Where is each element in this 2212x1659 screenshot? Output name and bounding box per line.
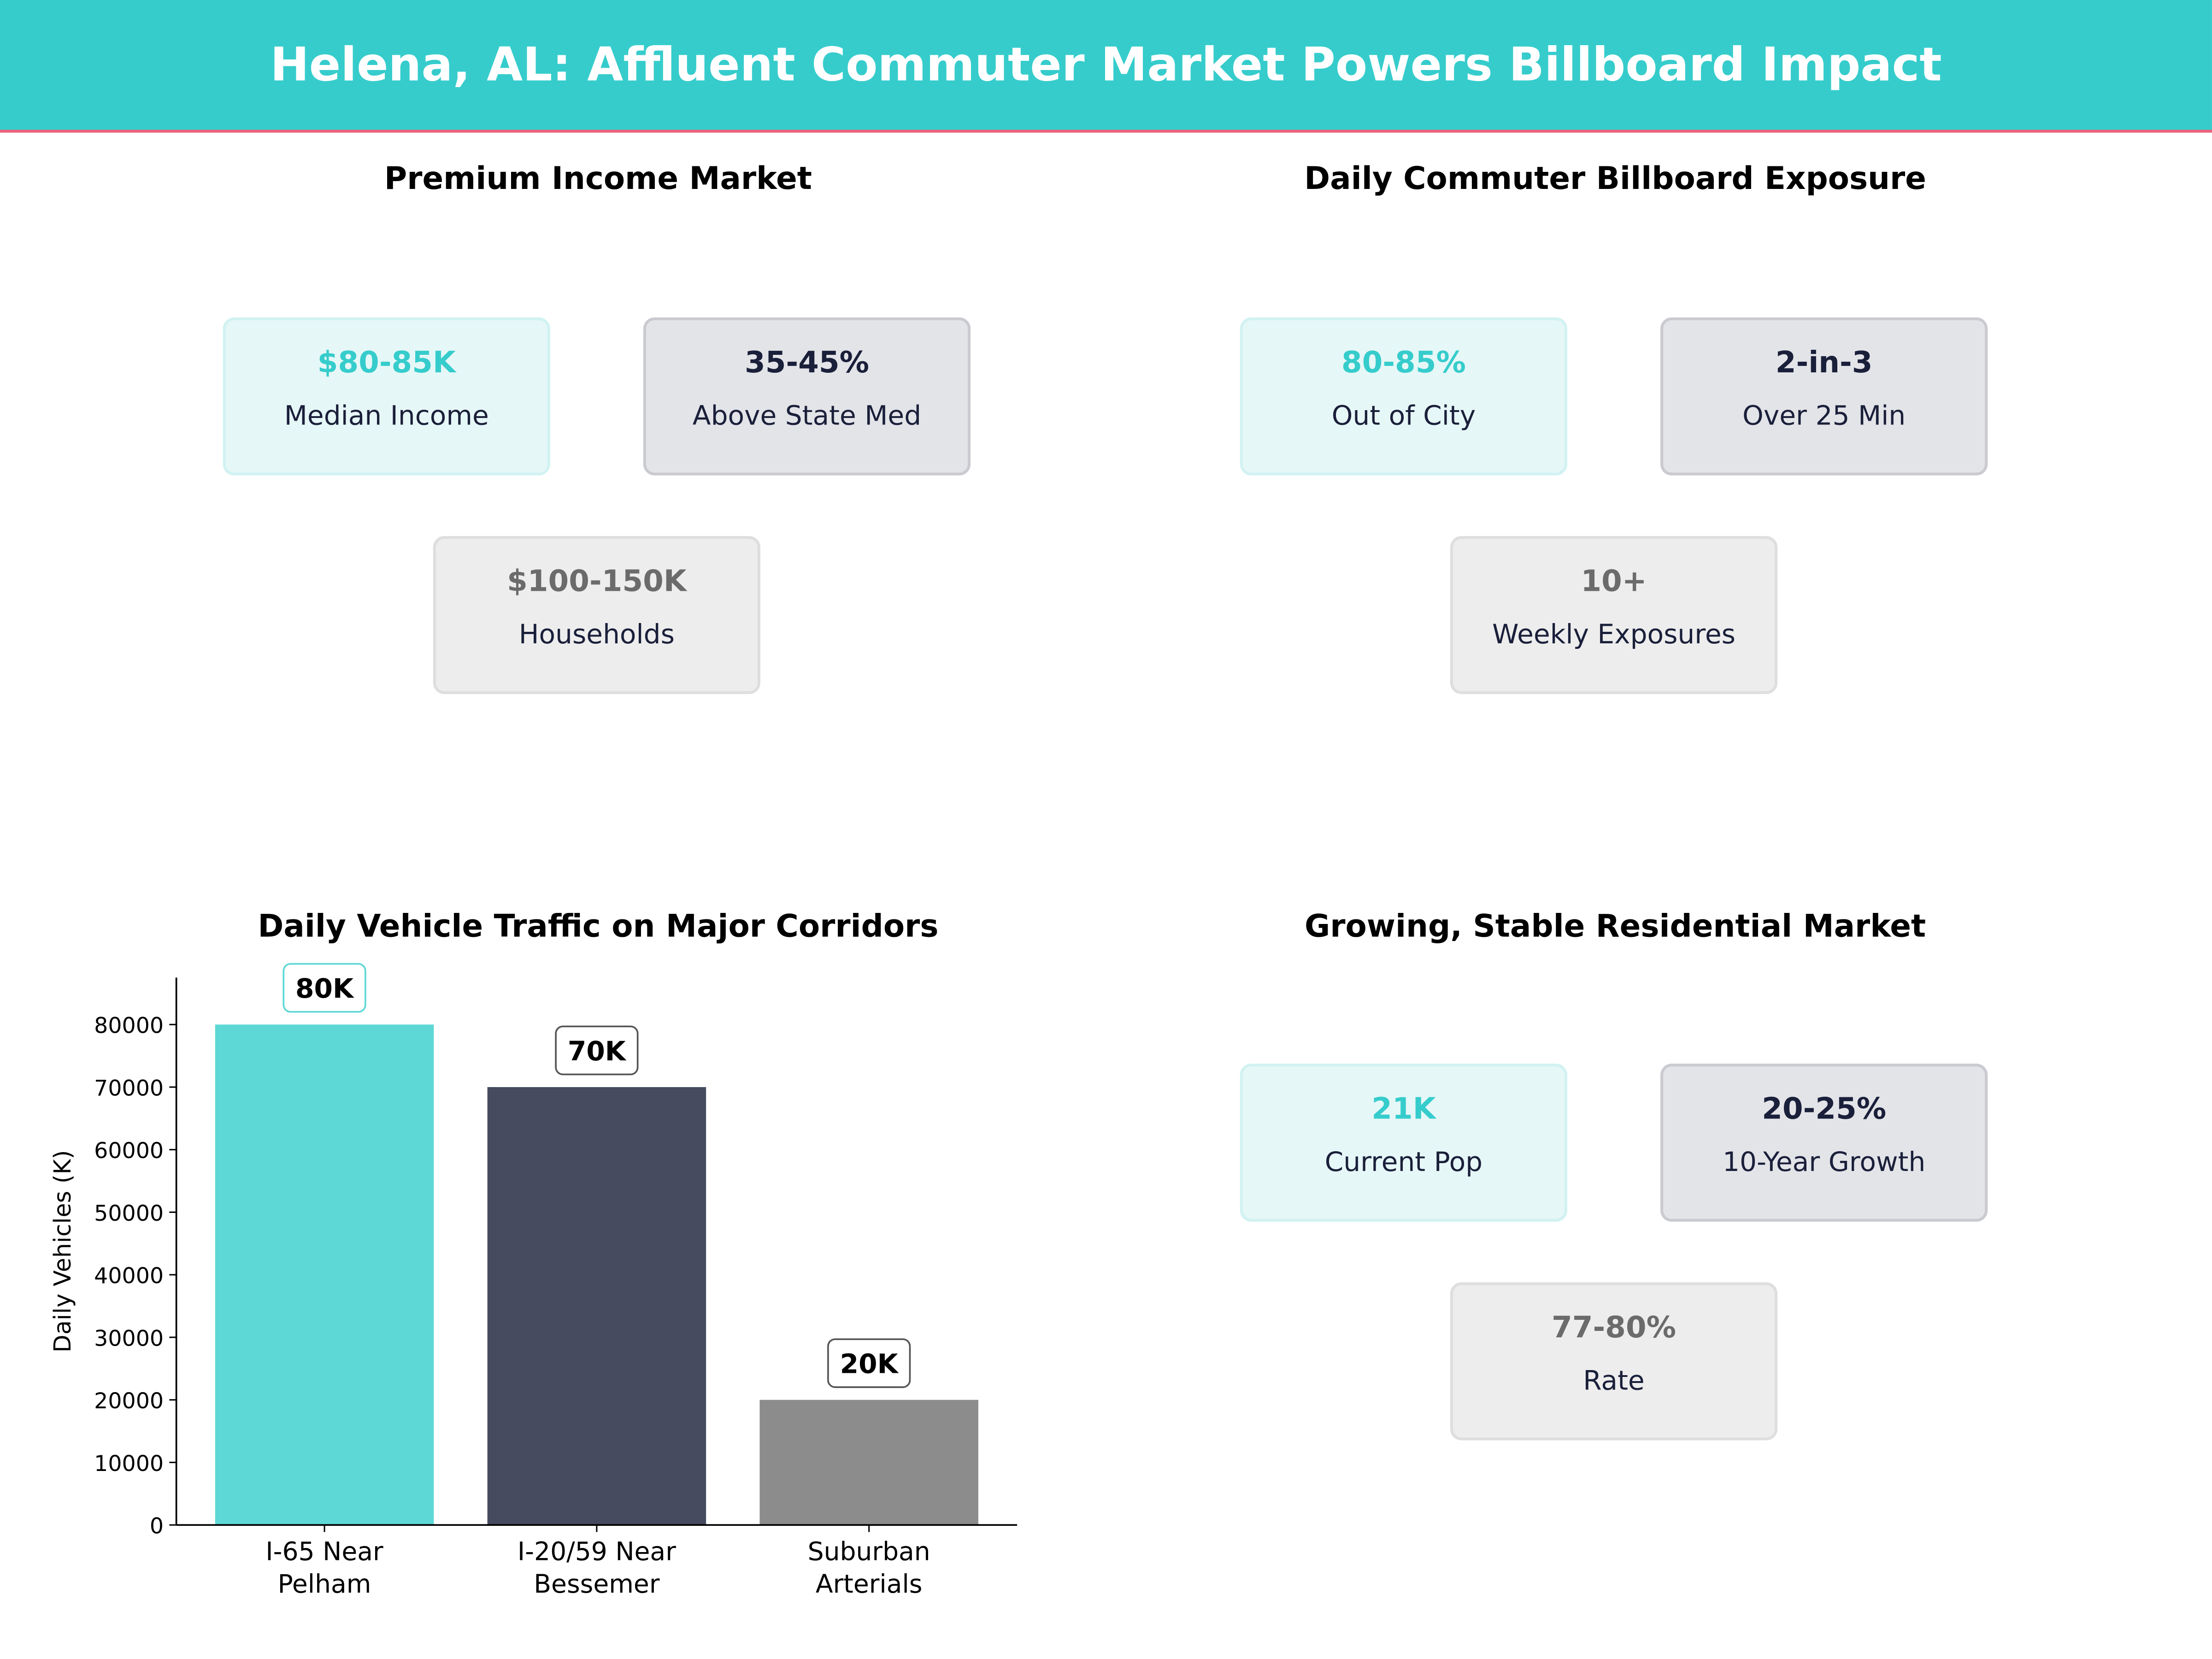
- metric-card: $80-85K Median Income: [223, 317, 550, 476]
- metric-card: 77-80% Rate: [1450, 1282, 1778, 1441]
- metric-value: $80-85K: [317, 345, 456, 380]
- x-tick-label: I-65 Near: [265, 1537, 383, 1566]
- metric-label: Current Pop: [1324, 1147, 1483, 1178]
- metric-label: Above State Med: [692, 400, 922, 432]
- y-tick-label: 20000: [94, 1388, 164, 1414]
- panel-title-commuter: Daily Commuter Billboard Exposure: [1304, 162, 1926, 198]
- metric-card: 10+ Weekly Exposures: [1450, 536, 1778, 694]
- panel-title-income: Premium Income Market: [384, 162, 812, 198]
- data-label-box: [282, 963, 366, 1013]
- x-tick-label: Arterials: [816, 1569, 923, 1599]
- data-label-box: [555, 1025, 639, 1076]
- data-label: 80K: [295, 973, 354, 1004]
- metric-card: 20-25% 10-Year Growth: [1660, 1064, 1988, 1222]
- y-tick-label: 10000: [94, 1451, 164, 1477]
- metric-value: 80-85%: [1341, 345, 1466, 380]
- metric-value: 77-80%: [1551, 1310, 1677, 1345]
- metric-card: 2-in-3 Over 25 Min: [1660, 317, 1988, 476]
- metric-value: $100-150K: [507, 564, 687, 598]
- panel-title-residential: Growing, Stable Residential Market: [1304, 910, 1926, 946]
- y-tick-label: 70000: [94, 1076, 164, 1101]
- metric-value: 2-in-3: [1775, 345, 1873, 380]
- bar: [759, 1400, 978, 1525]
- x-tick-label: I-20/59 Near: [518, 1537, 676, 1566]
- metric-label: 10-Year Growth: [1722, 1147, 1926, 1178]
- x-tick-label: Suburban: [808, 1537, 930, 1566]
- metric-value: 35-45%: [744, 345, 870, 380]
- metric-label: Over 25 Min: [1742, 400, 1906, 432]
- data-label: 70K: [568, 1035, 627, 1067]
- data-label: 20K: [840, 1348, 899, 1380]
- y-tick-label: 0: [150, 1514, 164, 1539]
- metric-label: Households: [518, 619, 675, 651]
- x-tick-label: Bessemer: [534, 1569, 660, 1599]
- y-tick-label: 80000: [94, 1013, 164, 1039]
- y-tick-label: 60000: [94, 1138, 164, 1164]
- header-banner: Helena, AL: Affluent Commuter Market Pow…: [0, 0, 2212, 133]
- y-tick-label: 40000: [94, 1264, 164, 1289]
- metric-value: 20-25%: [1762, 1092, 1887, 1126]
- x-tick-label: Pelham: [278, 1569, 371, 1599]
- metric-card: 35-45% Above State Med: [643, 317, 971, 476]
- y-axis-label: Daily Vehicles (K): [49, 1150, 76, 1353]
- metric-label: Out of City: [1331, 400, 1476, 432]
- metric-value: 21K: [1371, 1092, 1436, 1126]
- data-label-box: [827, 1338, 911, 1388]
- metric-label: Median Income: [284, 400, 489, 432]
- y-tick-label: 50000: [94, 1201, 164, 1226]
- bar: [487, 1087, 706, 1525]
- metric-card: 80-85% Out of City: [1240, 317, 1567, 476]
- metric-label: Rate: [1583, 1365, 1645, 1397]
- y-tick-label: 30000: [94, 1326, 164, 1351]
- chart-title: Daily Vehicle Traffic on Major Corridors: [258, 910, 939, 946]
- bar: [215, 1024, 434, 1525]
- metric-value: 10+: [1581, 564, 1647, 598]
- metric-label: Weekly Exposures: [1492, 619, 1735, 651]
- page-title: Helena, AL: Affluent Commuter Market Pow…: [270, 36, 1942, 92]
- metric-card: 21K Current Pop: [1240, 1064, 1567, 1222]
- metric-card: $100-150K Households: [433, 536, 760, 694]
